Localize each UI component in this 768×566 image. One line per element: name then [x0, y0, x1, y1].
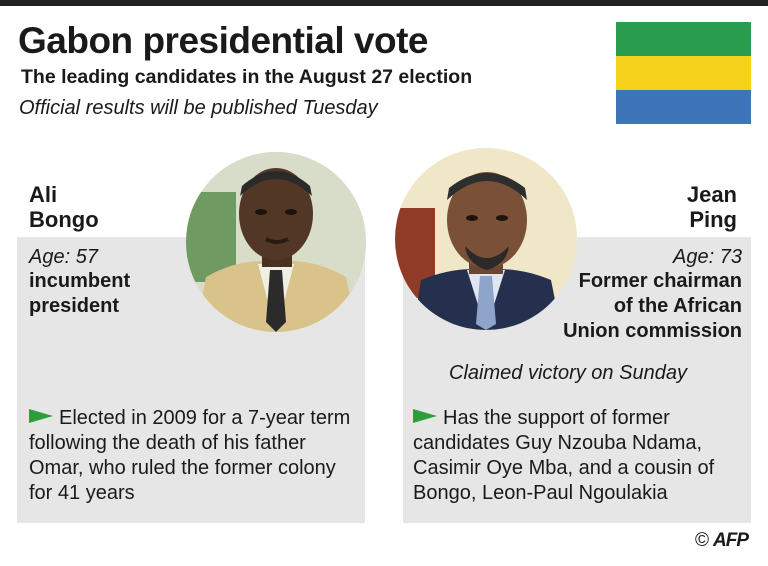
copyright-icon: © — [695, 530, 709, 551]
ping-photo — [395, 148, 577, 330]
ping-name: Jean Ping — [687, 182, 737, 232]
flag-stripe-blue — [616, 90, 751, 124]
gabon-flag — [616, 22, 751, 124]
green-arrow-icon — [29, 409, 53, 423]
bongo-role: incumbent president — [29, 269, 130, 319]
results-note: Official results will be published Tuesd… — [19, 97, 378, 119]
page-title: Gabon presidential vote — [18, 20, 428, 61]
bongo-first-name: Ali — [29, 182, 58, 207]
bongo-photo — [186, 152, 366, 332]
bongo-description: Elected in 2009 for a 7-year term follow… — [29, 406, 359, 506]
ping-role: Former chairman of the African Union com… — [563, 269, 742, 344]
ping-age: Age: 73 — [673, 246, 742, 268]
afp-credit: © AFP — [695, 530, 749, 552]
ping-role-line: Former chairman — [578, 270, 742, 292]
page-subtitle: The leading candidates in the August 27 … — [21, 66, 473, 88]
bongo-name: Ali Bongo — [29, 182, 99, 232]
bongo-role-line: president — [29, 295, 120, 317]
flag-stripe-green — [616, 22, 751, 56]
flag-stripe-yellow — [616, 56, 751, 90]
top-bar — [0, 0, 768, 6]
ping-portrait — [395, 148, 577, 330]
ping-description-text: Has the support of former candidates Guy… — [413, 407, 715, 504]
ping-last-name: Ping — [689, 207, 737, 232]
afp-logo: AFP — [713, 530, 749, 551]
ping-claim: Claimed victory on Sunday — [449, 362, 687, 384]
bongo-portrait — [186, 152, 366, 332]
ping-role-line: of the African — [613, 295, 742, 317]
bongo-role-line: incumbent — [29, 270, 131, 292]
ping-first-name: Jean — [686, 182, 737, 207]
bongo-age: Age: 57 — [29, 246, 98, 268]
green-arrow-icon — [413, 409, 437, 423]
ping-description: Has the support of former candidates Guy… — [413, 406, 743, 506]
bongo-last-name: Bongo — [29, 207, 99, 232]
bongo-description-text: Elected in 2009 for a 7-year term follow… — [29, 407, 351, 504]
ping-role-line: Union commission — [563, 320, 742, 342]
